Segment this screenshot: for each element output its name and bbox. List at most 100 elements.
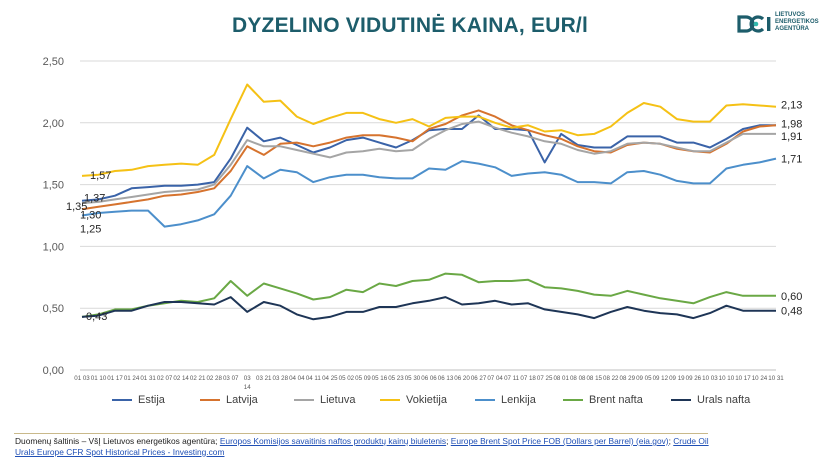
x-tick-label: 08 08 <box>570 375 586 382</box>
x-tick-label: 02 07 <box>157 375 173 382</box>
y-tick-label: 1,00 <box>43 241 64 253</box>
y-tick-label: 0,50 <box>43 303 64 315</box>
data-label: 1,37 <box>84 193 105 205</box>
y-tick-label: 1,50 <box>43 180 64 192</box>
x-tick-label: 03 <box>244 375 251 382</box>
x-tick-label: 07 04 <box>487 375 503 382</box>
logo-line-2: ENERGETIKOS <box>775 19 819 25</box>
x-tick-label: 10 31 <box>768 375 784 382</box>
legend-item-latvija: Latvija <box>200 394 258 406</box>
x-tick-label: 03 28 <box>273 375 289 382</box>
legend-label: Brent nafta <box>589 394 643 406</box>
logo-text: LIETUVOS ENERGETIKOS AGENTŪRA <box>775 12 819 33</box>
legend-swatch <box>671 399 691 402</box>
legend-label: Vokietija <box>406 394 447 406</box>
source-link-investing-urals[interactable]: Crude Oil Urals Europe CFR Spot Historic… <box>15 436 709 457</box>
x-tick-label: 09 26 <box>686 375 702 382</box>
data-label: 2,13 <box>781 100 802 112</box>
y-tick-label: 2,50 <box>43 56 64 68</box>
x-tick-label: 07 18 <box>520 375 536 382</box>
x-tick-label: 01 17 <box>107 375 123 382</box>
data-label: 1,71 <box>781 154 802 166</box>
legend-swatch <box>112 399 132 402</box>
x-tick-label: 05 16 <box>372 375 388 382</box>
legend-item-estija: Estija <box>112 394 165 406</box>
x-tick-label: 06 13 <box>438 375 454 382</box>
x-tick-label: 01 31 <box>140 375 156 382</box>
series-line-lietuva <box>81 120 776 205</box>
x-tick-label: 10 10 <box>719 375 735 382</box>
data-label: 0,48 <box>781 306 802 318</box>
y-tick-label: 2,00 <box>43 118 64 130</box>
data-label: 0,43 <box>86 311 107 323</box>
legend-label: Latvija <box>226 394 258 406</box>
x-tick-label: 04 04 <box>289 375 305 382</box>
legend-swatch <box>475 399 495 402</box>
x-tick-label: 03 07 <box>223 375 239 382</box>
legend-item-brent-nafta: Brent nafta <box>563 394 643 406</box>
legend-item-urals-nafta: Urals nafta <box>671 394 750 406</box>
x-tick-label: 05 09 <box>355 375 371 382</box>
x-tick-label: 02 21 <box>190 375 206 382</box>
data-label: 1,57 <box>90 170 111 182</box>
series-line-urals-nafta <box>81 296 776 321</box>
x-tick-label: 05 02 <box>339 375 355 382</box>
x-tick-label: 05 23 <box>388 375 404 382</box>
x-tick-label: 08 22 <box>603 375 619 382</box>
legend-swatch <box>563 399 583 402</box>
x-tick-label: 04 25 <box>322 375 338 382</box>
data-label: 1,91 <box>781 131 802 143</box>
x-tick-label: 09 05 <box>636 375 652 382</box>
source-separator: ; <box>668 436 674 446</box>
x-tick-label: 02 28 <box>206 375 222 382</box>
data-label: 1,25 <box>80 224 101 236</box>
x-tick-label: 05 30 <box>405 375 421 382</box>
source-separator: ; <box>446 436 451 446</box>
x-tick-label: 10 17 <box>735 375 751 382</box>
legend-item-lenkija: Lenkija <box>475 394 536 406</box>
legend-swatch <box>380 399 400 402</box>
source-prefix: Duomenų šaltinis – VšĮ Lietuvos energeti… <box>15 436 220 446</box>
series-line-vokietija <box>81 83 777 177</box>
legend-label: Lenkija <box>501 394 536 406</box>
x-tick-label: 09 12 <box>653 375 669 382</box>
logo-line-3: AGENTŪRA <box>775 26 809 32</box>
chart-legend: Estija Latvija Lietuva Vokietija Lenkija Bren… <box>112 394 762 408</box>
x-tick-label: 09 19 <box>669 375 685 382</box>
legend-item-lietuva: Lietuva <box>294 394 355 406</box>
x-tick-label: 07 25 <box>537 375 553 382</box>
x-tick-label: 06 20 <box>454 375 470 382</box>
x-tick-label: 08 15 <box>586 375 602 382</box>
x-tick-label: 01 24 <box>124 375 140 382</box>
agency-logo: LIETUVOS ENERGETIKOS AGENTŪRA <box>737 11 819 37</box>
x-tick-label: 14 <box>244 384 251 391</box>
source-link-ec-bulletin[interactable]: Europos Komisijos savaitinis naftos prod… <box>219 436 447 446</box>
legend-swatch <box>294 399 314 402</box>
legend-swatch <box>200 399 220 402</box>
x-tick-label: 02 14 <box>173 375 189 382</box>
legend-label: Urals nafta <box>697 394 751 406</box>
source-footer: Duomenų šaltinis – VšĮ Lietuvos energeti… <box>15 436 715 457</box>
x-tick-label: 08 29 <box>620 375 636 382</box>
legend-label: Lietuva <box>320 394 356 406</box>
x-tick-label: 01 10 <box>91 375 107 382</box>
x-tick-label: 07 11 <box>504 375 520 382</box>
data-label: 1,98 <box>781 118 802 130</box>
series-line-brent-nafta <box>81 272 776 318</box>
x-tick-label: 10 24 <box>752 375 768 382</box>
series-line-latvija <box>81 109 777 211</box>
x-tick-label: 06 06 <box>421 375 437 382</box>
x-tick-label: 01 03 <box>74 375 90 382</box>
logo-mark-icon <box>737 15 771 33</box>
legend-label: Estija <box>138 394 165 406</box>
x-tick-label: 10 03 <box>702 375 718 382</box>
x-tick-label: 06 27 <box>471 375 487 382</box>
logo-line-1: LIETUVOS <box>775 12 806 18</box>
legend-item-vokietija: Vokietija <box>380 394 447 406</box>
source-link-eia-brent[interactable]: Europe Brent Spot Price FOB (Dollars per… <box>450 436 669 446</box>
data-label: 0,60 <box>781 291 802 303</box>
footer-divider <box>14 433 708 434</box>
data-label: 1,30 <box>80 209 101 221</box>
x-tick-label: 04 11 <box>306 375 322 382</box>
